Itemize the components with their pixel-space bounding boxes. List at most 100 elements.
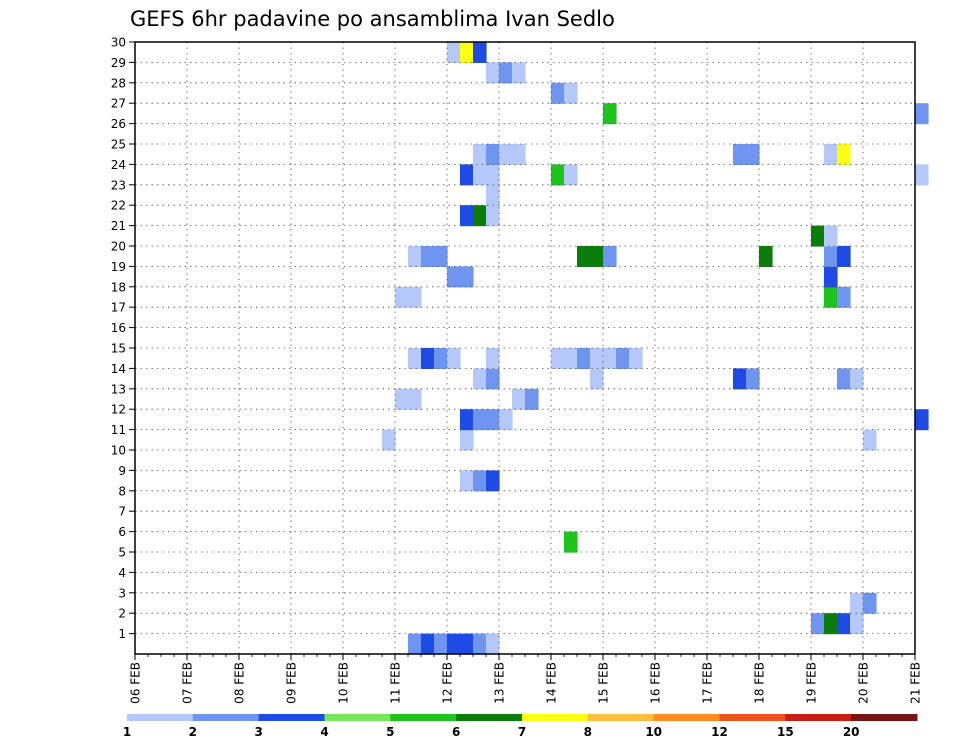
heatmap-cell [837,144,851,165]
x-tick-label: 08 FEB [233,662,247,704]
heatmap-cell [837,246,851,267]
heatmap-cell [447,266,461,288]
heatmap-cell [421,633,435,655]
colorbar-swatch [719,714,786,721]
heatmap-cell [824,266,838,288]
heatmap-cell [603,246,617,267]
heatmap-cell [486,368,500,390]
colorbar-swatch [258,714,325,721]
heatmap-cell [486,470,500,492]
heatmap-cell [486,633,500,655]
y-tick-label: 6 [118,525,126,539]
heatmap-cell [447,42,461,63]
heatmap-cell [824,225,838,247]
heatmap-cell [824,286,838,308]
heatmap-cell [460,409,474,431]
y-tick-label: 15 [111,342,126,356]
y-tick-label: 24 [111,158,126,172]
y-tick-label: 1 [118,627,126,641]
x-tick-label: 16 FEB [649,662,663,704]
y-tick-label: 25 [111,138,126,152]
x-tick-label: 13 FEB [493,662,507,704]
heatmap-cell [473,42,487,63]
y-tick-label: 22 [111,199,126,213]
y-tick-label: 27 [111,97,126,111]
colorbar-swatch [192,714,260,721]
y-tick-label: 29 [111,56,126,70]
colorbar-swatch [127,714,194,721]
heatmap-cell [837,613,851,635]
colorbar-label: 7 [518,725,526,739]
colorbar-swatch [324,714,391,721]
y-tick-label: 14 [111,362,126,376]
y-tick-label: 13 [111,382,126,396]
x-tick-label: 07 FEB [181,662,195,704]
colorbar-label: 2 [189,725,197,739]
y-tick-label: 30 [111,36,126,50]
colorbar-swatch [851,714,918,721]
x-tick-label: 11 FEB [389,662,403,704]
y-tick-label: 12 [111,403,126,417]
heatmap-cell [551,82,565,104]
y-tick-label: 16 [111,321,126,335]
heatmap-cell [408,633,422,655]
heatmap-cell [590,368,604,390]
heatmap-cell [577,246,591,267]
colorbar-label: 20 [843,725,860,739]
heatmap-cell [421,246,435,267]
heatmap-cell [473,470,487,492]
y-tick-label: 2 [118,607,126,621]
heatmap-cell [564,164,578,186]
x-tick-label: 17 FEB [701,662,715,704]
heatmap-cell [460,633,474,655]
heatmap-cell [434,633,448,655]
colorbar-label: 12 [711,725,728,739]
y-tick-label: 5 [118,546,126,560]
heatmap-cell [512,388,526,410]
heatmap-cell [473,633,487,655]
heatmap-cell [473,409,487,431]
x-tick-label: 06 FEB [129,662,143,704]
heatmap-cell [460,429,474,451]
heatmap-cell [603,348,617,369]
x-tick-label: 10 FEB [337,662,351,704]
heatmap-cell [382,429,396,451]
y-tick-label: 8 [118,484,126,498]
colorbar-label: 8 [584,725,592,739]
heatmap-cell [395,388,409,410]
heatmap-cell [915,409,929,431]
heatmap-cell [733,144,747,165]
heatmap-cell [603,103,617,125]
x-tick-label: 12 FEB [441,662,455,704]
colorbar-label: 10 [645,725,662,739]
x-axis: 06 FEB 07 FEB 08 FEB 09 FEB 10 FEB 11 FEB 12 F… [129,654,923,704]
heatmap-cell [473,164,487,186]
y-tick-label: 3 [118,586,126,600]
heatmap-cell [499,62,513,84]
heatmap-cell [473,205,487,227]
heatmap-cell [486,409,500,431]
y-tick-label: 17 [111,301,126,315]
colorbar-swatch [456,714,523,721]
heatmap-cell [408,286,422,308]
heatmap-cell [460,266,474,288]
heatmap-cell [486,164,500,186]
x-tick-label: 21 FEB [909,662,923,704]
heatmap-cell [850,368,864,390]
y-tick-label: 23 [111,178,126,192]
heatmap-cell [551,164,565,186]
heatmap-cell [512,144,526,165]
colorbar-swatch [522,714,589,721]
heatmap-cell [460,164,474,186]
y-tick-label: 28 [111,76,126,90]
heatmap-cell [824,613,838,635]
heatmap-cell [837,368,851,390]
heatmap-cell [811,613,825,635]
heatmap-cell [824,246,838,267]
heatmap-cells [382,42,929,655]
heatmap-cell [863,429,877,451]
heatmap-cell [460,205,474,227]
x-tick-label: 20 FEB [857,662,871,704]
x-tick-label: 14 FEB [545,662,559,704]
